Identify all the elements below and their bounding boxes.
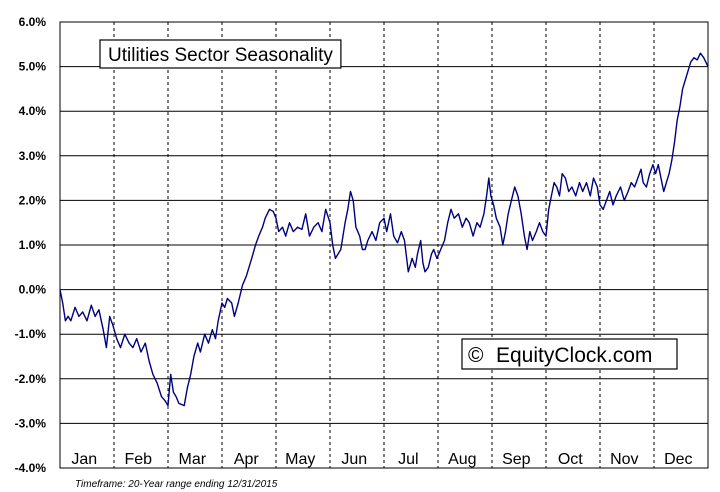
timeframe-footnote: Timeframe: 20-Year range ending 12/31/20…: [75, 479, 278, 490]
watermark-text: EquityClock.com: [496, 344, 652, 367]
x-tick-label: May: [285, 451, 315, 468]
x-tick-label: Jul: [398, 451, 418, 468]
y-tick-label: 4.0%: [19, 104, 47, 118]
y-tick-label: 5.0%: [19, 60, 47, 74]
vertical-gridlines: [113, 22, 655, 468]
y-tick-label: -1.0%: [15, 327, 47, 341]
chart-title-box: [99, 39, 342, 69]
x-tick-label: Jun: [341, 451, 367, 468]
y-tick-label: -2.0%: [15, 372, 47, 386]
copyright-symbol: ©: [468, 344, 484, 367]
x-axis-tick-labels: Jan Feb Mar Apr May Jun Jul Aug Sep Oct Nov Dec: [71, 451, 692, 468]
y-tick-label: -4.0%: [15, 461, 47, 475]
x-tick-label: Dec: [664, 451, 692, 468]
y-tick-label: -3.0%: [15, 416, 47, 430]
x-tick-label: Nov: [610, 451, 638, 468]
series-line: [59, 52, 709, 407]
x-tick-label: Feb: [125, 451, 153, 468]
x-tick-label: Oct: [558, 451, 583, 468]
x-tick-label: Mar: [179, 451, 207, 468]
x-tick-label: Sep: [502, 451, 531, 468]
x-tick-label: Jan: [71, 451, 97, 468]
x-tick-label: Apr: [234, 451, 260, 468]
chart-title: Utilities Sector Seasonality: [108, 45, 333, 66]
y-tick-label: 3.0%: [19, 149, 47, 163]
watermark-box: [461, 338, 678, 370]
y-axis-tick-labels: 6.0% 5.0% 4.0% 3.0% 2.0% 1.0% 0.0% -1.0% -2.0% -3…: [15, 15, 47, 475]
x-tick-label: Aug: [448, 451, 476, 468]
y-tick-label: 0.0%: [19, 283, 47, 297]
y-tick-label: 6.0%: [19, 15, 47, 29]
y-tick-label: 2.0%: [19, 193, 47, 207]
y-tick-label: 1.0%: [19, 238, 47, 252]
